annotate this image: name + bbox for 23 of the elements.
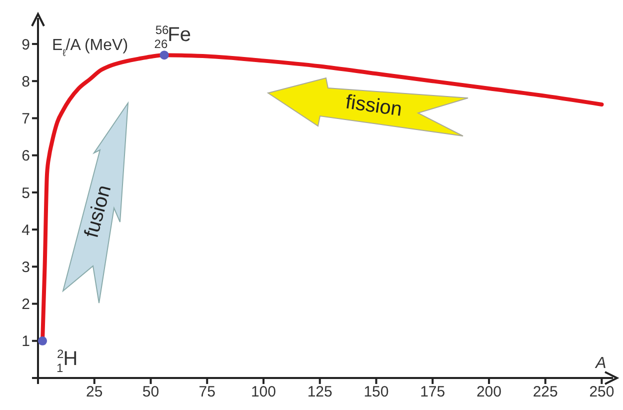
x-tick-label: 75 (198, 384, 216, 401)
x-axis-title: A (594, 355, 606, 372)
x-tick-label: 125 (307, 384, 332, 401)
annotation: fusion (80, 182, 116, 240)
y-tick-label: 7 (22, 110, 30, 128)
x-tick-label: 50 (142, 384, 160, 401)
y-tick-label: 4 (22, 222, 30, 239)
y-tick-label: 9 (22, 36, 30, 54)
x-tick-label: 200 (476, 384, 502, 401)
y-tick-label: 2 (22, 296, 30, 314)
x-tick-label: 225 (532, 384, 558, 401)
y-tick-label: 1 (22, 333, 30, 350)
annotation: fission (344, 91, 404, 121)
y-tick-label: 8 (22, 73, 30, 90)
x-tick-label: 175 (420, 384, 446, 401)
x-tick-label: 150 (364, 384, 389, 401)
y-tick-label: 6 (22, 148, 30, 165)
y-tick-label: 5 (22, 184, 30, 202)
x-tick-label: 250 (589, 384, 614, 401)
y-tick-label: 3 (22, 258, 30, 276)
y-axis-title: E$_{ℓ}$/A (MeV) (52, 37, 128, 58)
x-tick-label: 100 (250, 384, 276, 401)
x-tick-label: 25 (86, 384, 103, 401)
